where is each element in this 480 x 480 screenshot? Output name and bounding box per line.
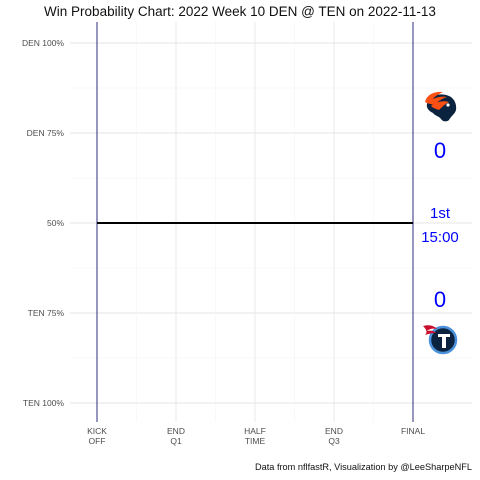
game-clock: 15:00 xyxy=(421,229,459,246)
titans-logo-icon xyxy=(423,325,458,355)
titans-flame xyxy=(423,325,437,335)
x-tick-label: END Q1 xyxy=(167,426,185,446)
x-tick-label: FINAL xyxy=(401,426,425,436)
titans-t xyxy=(438,334,450,348)
x-axis: KICK OFF END Q1 HALF TIME END Q3 FINAL xyxy=(87,426,425,446)
game-quarter: 1st xyxy=(430,205,451,222)
broncos-logo-icon xyxy=(425,91,457,122)
y-tick-label: 50% xyxy=(47,218,64,228)
y-axis: DEN 100% DEN 75% 50% TEN 75% TEN 100% xyxy=(22,38,65,408)
x-tick-label: KICK OFF xyxy=(87,426,107,446)
y-tick-label: DEN 100% xyxy=(22,38,64,48)
home-score: 0 xyxy=(434,287,446,312)
y-tick-label: DEN 75% xyxy=(27,128,65,138)
x-tick-label: HALF TIME xyxy=(244,426,266,446)
chart-title: Win Probability Chart: 2022 Week 10 DEN … xyxy=(44,4,436,19)
score-annotations: 0 1st 15:00 0 xyxy=(421,138,459,312)
away-score: 0 xyxy=(434,138,446,163)
team-logos xyxy=(423,91,458,355)
y-tick-label: TEN 75% xyxy=(28,308,65,318)
chart-caption: Data from nflfastR, Visualization by @Le… xyxy=(254,462,472,472)
broncos-eye xyxy=(446,103,450,107)
broncos-mane-lower xyxy=(431,101,449,110)
broncos-mane xyxy=(425,91,447,105)
x-tick-label: END Q3 xyxy=(325,426,343,446)
y-tick-label: TEN 100% xyxy=(23,398,65,408)
